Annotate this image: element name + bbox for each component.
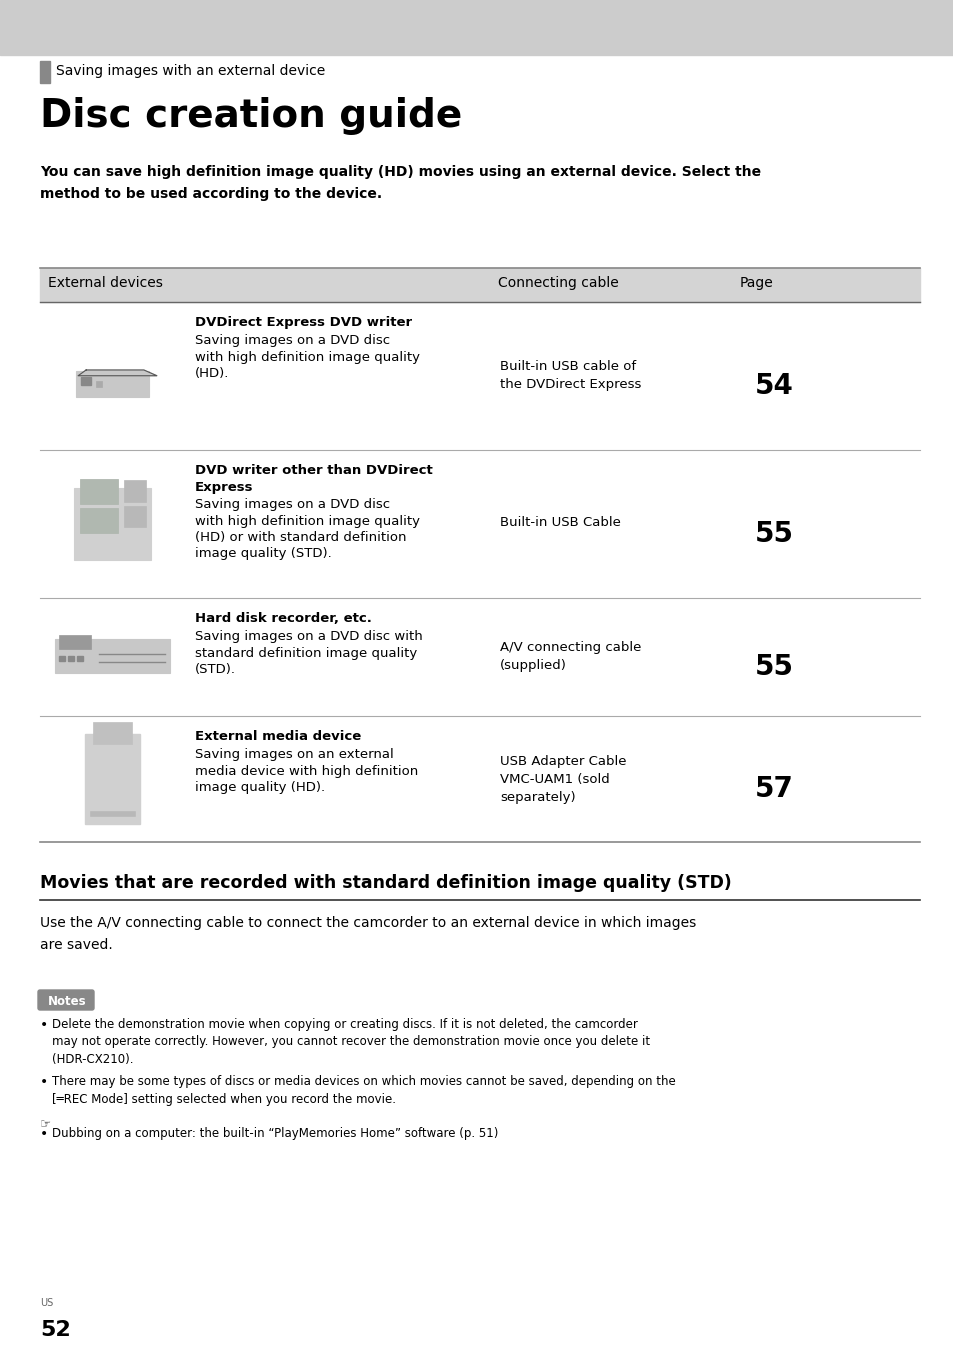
Text: Connecting cable: Connecting cable bbox=[497, 275, 618, 290]
Bar bbox=[85, 734, 140, 824]
Bar bbox=[69, 655, 74, 661]
Text: Saving images on a DVD disc with
standard definition image quality
(STD).: Saving images on a DVD disc with standar… bbox=[194, 630, 422, 676]
Text: 55: 55 bbox=[754, 653, 793, 681]
Bar bbox=[96, 381, 102, 387]
Bar bbox=[0, 0, 953, 56]
Text: Built-in USB cable of
the DVDirect Express: Built-in USB cable of the DVDirect Expre… bbox=[499, 360, 640, 391]
Text: Disc creation guide: Disc creation guide bbox=[40, 96, 462, 134]
Text: Delete the demonstration movie when copying or creating discs. If it is not dele: Delete the demonstration movie when copy… bbox=[52, 1018, 649, 1067]
Bar bbox=[59, 635, 91, 649]
Bar bbox=[81, 377, 91, 385]
Bar bbox=[74, 489, 151, 560]
Text: 54: 54 bbox=[754, 372, 793, 400]
Bar bbox=[80, 508, 118, 533]
Text: Saving images on a DVD disc
with high definition image quality
(HD) or with stan: Saving images on a DVD disc with high de… bbox=[194, 498, 419, 560]
Text: External devices: External devices bbox=[48, 275, 163, 290]
Text: External media device: External media device bbox=[194, 730, 361, 744]
Text: 55: 55 bbox=[754, 520, 793, 548]
Bar bbox=[40, 267, 919, 303]
Text: There may be some types of discs or media devices on which movies cannot be save: There may be some types of discs or medi… bbox=[52, 1075, 675, 1106]
Bar bbox=[59, 655, 65, 661]
Text: •: • bbox=[40, 1075, 49, 1090]
Bar bbox=[92, 722, 132, 744]
Text: Use the A/V connecting cable to connect the camcorder to an external device in w: Use the A/V connecting cable to connect … bbox=[40, 916, 696, 951]
Text: A/V connecting cable
(supplied): A/V connecting cable (supplied) bbox=[499, 641, 640, 672]
Text: •: • bbox=[40, 1128, 49, 1141]
Text: DVD writer other than DVDirect
Express: DVD writer other than DVDirect Express bbox=[194, 464, 433, 494]
Text: 52: 52 bbox=[40, 1320, 71, 1339]
Bar bbox=[76, 370, 149, 396]
Bar bbox=[55, 639, 170, 673]
Text: Saving images on a DVD disc
with high definition image quality
(HD).: Saving images on a DVD disc with high de… bbox=[194, 334, 419, 380]
Bar bbox=[40, 61, 50, 83]
Polygon shape bbox=[78, 370, 156, 376]
Text: Movies that are recorded with standard definition image quality (STD): Movies that are recorded with standard d… bbox=[40, 874, 731, 892]
Bar bbox=[90, 811, 135, 816]
Text: ☞: ☞ bbox=[40, 1118, 51, 1130]
Bar bbox=[80, 479, 118, 503]
Text: Notes: Notes bbox=[48, 995, 87, 1008]
FancyBboxPatch shape bbox=[38, 991, 94, 1010]
Text: Built-in USB Cable: Built-in USB Cable bbox=[499, 516, 620, 529]
Text: Saving images with an external device: Saving images with an external device bbox=[56, 64, 325, 77]
Bar bbox=[124, 506, 146, 528]
Text: Page: Page bbox=[740, 275, 773, 290]
Text: You can save high definition image quality (HD) movies using an external device.: You can save high definition image quali… bbox=[40, 166, 760, 201]
Text: DVDirect Express DVD writer: DVDirect Express DVD writer bbox=[194, 316, 412, 328]
Text: USB Adapter Cable
VMC-UAM1 (sold
separately): USB Adapter Cable VMC-UAM1 (sold separat… bbox=[499, 754, 626, 803]
Text: Hard disk recorder, etc.: Hard disk recorder, etc. bbox=[194, 612, 372, 626]
Text: Saving images on an external
media device with high definition
image quality (HD: Saving images on an external media devic… bbox=[194, 748, 417, 794]
Text: Dubbing on a computer: the built-in “PlayMemories Home” software (p. 51): Dubbing on a computer: the built-in “Pla… bbox=[52, 1128, 497, 1140]
Text: •: • bbox=[40, 1018, 49, 1033]
Bar bbox=[77, 655, 83, 661]
Text: 57: 57 bbox=[754, 775, 793, 803]
Text: US: US bbox=[40, 1299, 53, 1308]
Bar bbox=[124, 480, 146, 502]
